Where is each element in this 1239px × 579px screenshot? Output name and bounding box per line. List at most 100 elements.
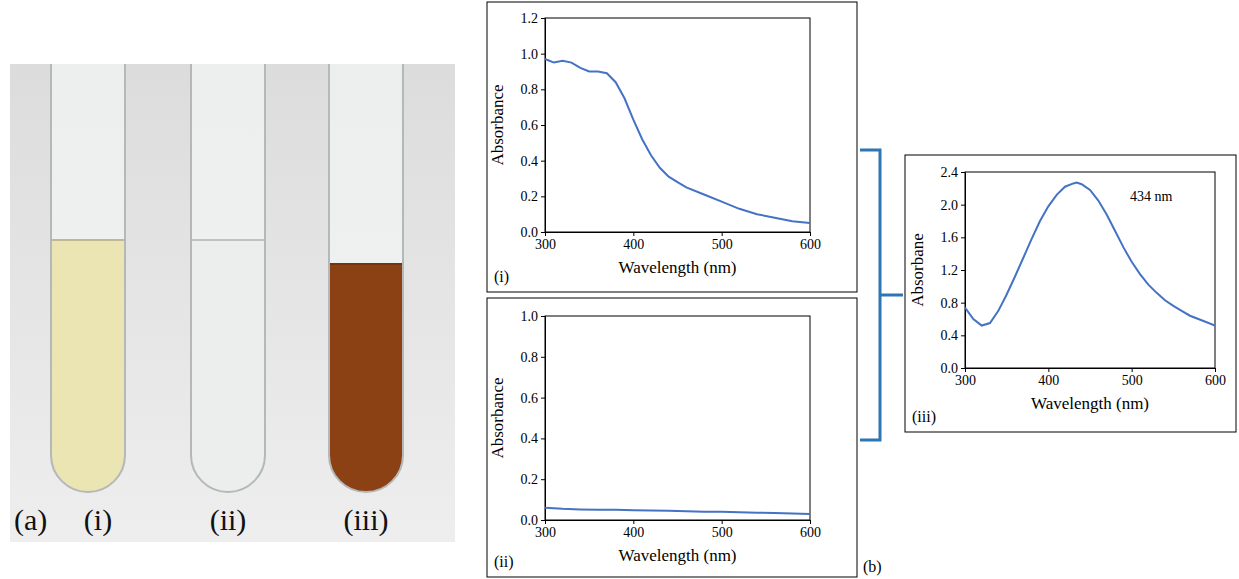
- tick-mark: [961, 368, 965, 369]
- tube-liquid: [191, 240, 265, 492]
- tube-outline: [51, 64, 125, 492]
- axis-line: [546, 233, 811, 237]
- tick-label: 0.6: [521, 118, 539, 133]
- tick: 0.8: [521, 350, 546, 365]
- tick-label: 0.8: [521, 350, 539, 365]
- tick-mark: [722, 520, 723, 524]
- tick: 0.0: [521, 225, 546, 240]
- photo-background: [10, 64, 455, 542]
- tick-label: 500: [712, 237, 733, 252]
- tick-label: 400: [1038, 373, 1059, 388]
- axis-line: [966, 369, 1216, 373]
- tick-mark: [541, 357, 545, 358]
- tick-label: 0.4: [941, 328, 959, 343]
- tick-mark: [633, 232, 634, 236]
- tick-label: 300: [535, 237, 556, 252]
- tick-label: 0.0: [521, 225, 539, 240]
- liquid-meniscus: [192, 239, 264, 241]
- tick: 0.0: [941, 361, 966, 376]
- tick: 2.0: [941, 198, 966, 213]
- tick: 400: [623, 520, 644, 540]
- tick-label: 0.8: [521, 82, 539, 97]
- tick-mark: [541, 398, 545, 399]
- x-axis-title: Wavelength (nm): [1031, 394, 1149, 413]
- tick: 1.2: [521, 11, 546, 26]
- tick-mark: [961, 270, 965, 271]
- tick-label: 600: [800, 237, 821, 252]
- tick-mark: [1215, 368, 1216, 372]
- tick-label: 500: [1122, 373, 1143, 388]
- tube-outline: [329, 64, 403, 492]
- bracket: [860, 150, 903, 440]
- tick-label: 1.2: [521, 11, 539, 26]
- tube-label: (iii): [344, 503, 389, 537]
- tick-mark: [541, 520, 545, 521]
- tick: 0.4: [941, 328, 966, 343]
- tick-mark: [541, 54, 545, 55]
- plot-frame: [965, 172, 1215, 368]
- tube-glass: [51, 64, 125, 492]
- plot-frame: [545, 316, 810, 520]
- tick: 0.6: [521, 118, 546, 133]
- panel-tag: (i): [494, 268, 509, 286]
- spectrum-line: [965, 183, 1215, 326]
- tick: 1.2: [941, 263, 966, 278]
- panel-tag: (iii): [912, 408, 936, 426]
- tick-label: 0.6: [521, 391, 539, 406]
- x-axis: 300 400 500 600: [535, 520, 821, 540]
- tick: 0.2: [521, 472, 546, 487]
- tick-mark: [722, 232, 723, 236]
- tick: 0.8: [521, 82, 546, 97]
- tick-mark: [961, 303, 965, 304]
- photo-label: (a): [14, 503, 47, 537]
- tick: 1.0: [521, 309, 546, 324]
- tick-mark: [541, 438, 545, 439]
- tick-label: 500: [712, 525, 733, 540]
- tick: 600: [800, 520, 821, 540]
- panel-frame: [487, 2, 857, 292]
- tick-label: 0.0: [941, 361, 959, 376]
- tube-label: (ii): [210, 503, 247, 537]
- tick: 0.8: [941, 296, 966, 311]
- x-axis-title: Wavelength (nm): [618, 258, 736, 277]
- tick: 400: [623, 232, 644, 252]
- tick-mark: [541, 125, 545, 126]
- tick-label: 300: [535, 525, 556, 540]
- plot-area: [545, 59, 810, 223]
- panel-frame: [487, 298, 857, 577]
- tick: 600: [1205, 368, 1226, 388]
- tick: 0.0: [521, 513, 546, 528]
- x-axis: 300400500600: [955, 368, 1226, 388]
- tube-label: (i): [84, 503, 112, 537]
- tick-mark: [810, 520, 811, 524]
- tube-outline: [191, 64, 265, 492]
- tick-mark: [961, 172, 965, 173]
- tick-mark: [810, 232, 811, 236]
- tick-label: 600: [1205, 373, 1226, 388]
- liquid-meniscus: [330, 263, 402, 265]
- panel-frame: [905, 155, 1236, 432]
- tick: 500: [712, 232, 733, 252]
- tick-label: 0.2: [521, 472, 539, 487]
- y-axis: 0.0 0.4 0.8 1.2 1.6 2.0 2.4: [941, 165, 966, 376]
- tick-label: 1.6: [941, 230, 959, 245]
- plot-frame: [545, 18, 810, 232]
- y-axis: 0.00.20.40.60.81.01.2: [521, 11, 546, 240]
- tick: 0.4: [521, 431, 546, 446]
- tick-mark: [541, 18, 545, 19]
- spectrum-line: [545, 59, 810, 223]
- tick-label: 0.0: [521, 513, 539, 528]
- tick: 300: [535, 520, 556, 540]
- tube-liquid: [329, 264, 403, 492]
- tick: 0.6: [521, 391, 546, 406]
- y-axis-title: Absorbance: [488, 377, 507, 458]
- tick: 500: [1122, 368, 1143, 388]
- y-axis: 0.0 0.2 0.4 0.6 0.8 1.0: [521, 309, 546, 528]
- tick: 1.6: [941, 230, 966, 245]
- tick-label: 0.2: [521, 189, 539, 204]
- tick: 2.4: [941, 165, 966, 180]
- axis-line: [546, 521, 811, 525]
- y-axis-title: Absorbane: [908, 233, 927, 307]
- tick-label: 2.4: [941, 165, 959, 180]
- tick-label: 400: [623, 237, 644, 252]
